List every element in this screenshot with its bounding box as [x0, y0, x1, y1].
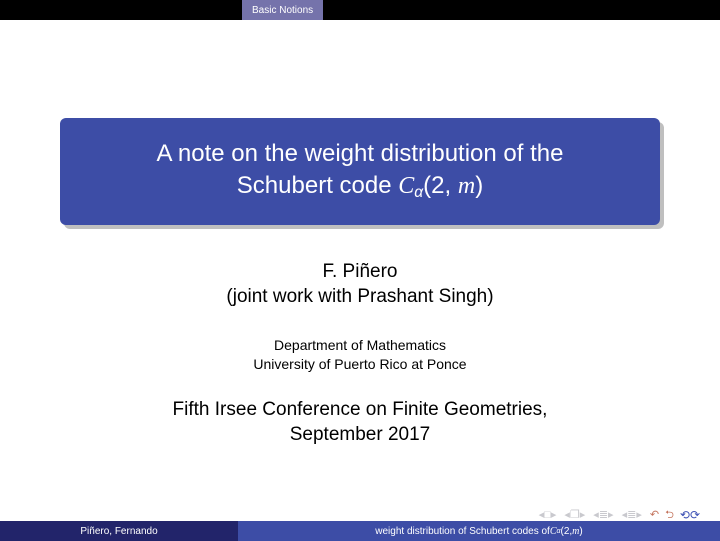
nav-box-icon: □ [544, 510, 551, 521]
footer-args: (2, [560, 526, 572, 537]
conference-line-2: September 2017 [40, 422, 680, 448]
slide-content: A note on the weight distribution of the… [0, 20, 720, 448]
title-code-symbol: C [398, 173, 414, 199]
footer-m: m [572, 526, 579, 537]
header-bar: Basic Notions [0, 0, 720, 20]
nav-loop-icon[interactable]: ⟲⟳ [680, 509, 700, 521]
title-close: ) [475, 172, 483, 199]
footer-title: weight distribution of Schubert codes of… [238, 521, 720, 541]
affiliation: Department of Mathematics University of … [40, 336, 680, 372]
section-tab[interactable]: Basic Notions [242, 0, 323, 20]
nav-sec-group[interactable]: ◂ ≣ ▸ [622, 510, 642, 521]
nav-next-icon: ▸ [580, 510, 586, 521]
conference-info: Fifth Irsee Conference on Finite Geometr… [40, 397, 680, 448]
title-args: (2, [423, 172, 458, 199]
nav-next-icon: ▸ [608, 510, 614, 521]
header-spacer [0, 0, 242, 20]
footer-c: C [550, 526, 557, 537]
title-line-2: Schubert code Cα(2, m) [84, 170, 636, 203]
title-m: m [458, 173, 475, 199]
nav-search-icon[interactable]: ⮌ [665, 510, 674, 521]
conference-line-1: Fifth Irsee Conference on Finite Geometr… [40, 397, 680, 423]
nav-subsec-group[interactable]: ◂ ≣ ▸ [593, 510, 613, 521]
title-alpha: α [414, 184, 423, 201]
nav-pages-icon: ❐ [570, 510, 580, 521]
title-line-1: A note on the weight distribution of the [84, 138, 636, 170]
nav-page-group[interactable]: ◂ ❐ ▸ [564, 510, 585, 521]
title-block: A note on the weight distribution of the… [60, 118, 660, 225]
nav-back-icon[interactable]: ↶ [650, 510, 659, 521]
section-tab-label: Basic Notions [252, 5, 313, 16]
nav-next-icon: ▸ [636, 510, 642, 521]
nav-lines-icon: ≣ [599, 510, 608, 521]
department-line-1: Department of Mathematics [40, 336, 680, 354]
author-name: F. Piñero [40, 261, 680, 283]
department-line-2: University of Puerto Rico at Ponce [40, 355, 680, 373]
footer-author: Piñero, Fernando [0, 521, 238, 541]
footer-title-prefix: weight distribution of Schubert codes of [375, 526, 550, 537]
title-prefix: Schubert code [237, 172, 398, 199]
joint-work: (joint work with Prashant Singh) [40, 286, 680, 308]
footer-bar: Piñero, Fernando weight distribution of … [0, 521, 720, 541]
nav-controls: ◂ □ ▸ ◂ ❐ ▸ ◂ ≣ ▸ ◂ ≣ ▸ ↶ ⮌ ⟲⟳ [539, 509, 700, 521]
title-panel: A note on the weight distribution of the… [60, 118, 660, 225]
nav-next-icon: ▸ [551, 510, 557, 521]
nav-lines-icon: ≣ [627, 510, 636, 521]
footer-author-text: Piñero, Fernando [80, 526, 157, 537]
footer-close: ) [579, 526, 582, 537]
nav-first-group[interactable]: ◂ □ ▸ [539, 510, 557, 521]
